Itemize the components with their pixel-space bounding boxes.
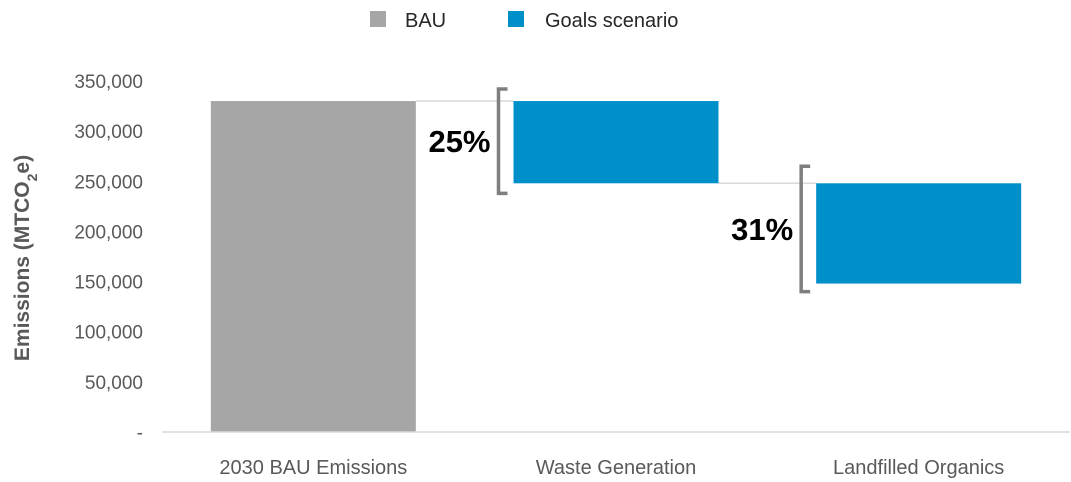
legend-swatch-0 bbox=[370, 11, 386, 27]
bracket-0 bbox=[496, 87, 508, 196]
bar-1 bbox=[513, 101, 719, 184]
y-tick-label-0: - bbox=[137, 423, 143, 444]
percent-label-0: 25% bbox=[428, 124, 490, 159]
legend-label-0: BAU bbox=[405, 10, 446, 32]
bar-2 bbox=[816, 183, 1022, 284]
y-tick-label-4: 200,000 bbox=[74, 222, 143, 243]
y-tick-label-3: 150,000 bbox=[74, 273, 143, 294]
legend-swatch-1 bbox=[508, 11, 524, 27]
y-tick-label-7: 350,000 bbox=[74, 72, 143, 93]
y-tick-label-1: 50,000 bbox=[85, 373, 143, 394]
y-tick-label-6: 300,000 bbox=[74, 122, 143, 143]
bar-0 bbox=[210, 101, 416, 433]
x-tick-label-2: Landfilled Organics bbox=[833, 457, 1004, 479]
y-axis-title: Emissions (MTCO2e) bbox=[11, 155, 40, 361]
x-tick-label-1: Waste Generation bbox=[536, 457, 696, 479]
legend: BAU Goals scenario bbox=[370, 10, 678, 32]
y-axis: - 50,000 100,000 150,000 200,000 250,000 300,0… bbox=[74, 72, 143, 444]
bracket-1 bbox=[799, 164, 811, 294]
percent-label-1: 31% bbox=[731, 212, 793, 247]
annotations: 25% 31% bbox=[428, 87, 811, 294]
legend-label-1: Goals scenario bbox=[545, 10, 678, 32]
y-tick-label-5: 250,000 bbox=[74, 172, 143, 193]
y-tick-label-2: 100,000 bbox=[74, 323, 143, 344]
x-axis: 2030 BAU Emissions Waste Generation Landfi… bbox=[162, 431, 1070, 479]
x-tick-label-0: 2030 BAU Emissions bbox=[219, 457, 407, 479]
bars bbox=[210, 101, 1022, 433]
